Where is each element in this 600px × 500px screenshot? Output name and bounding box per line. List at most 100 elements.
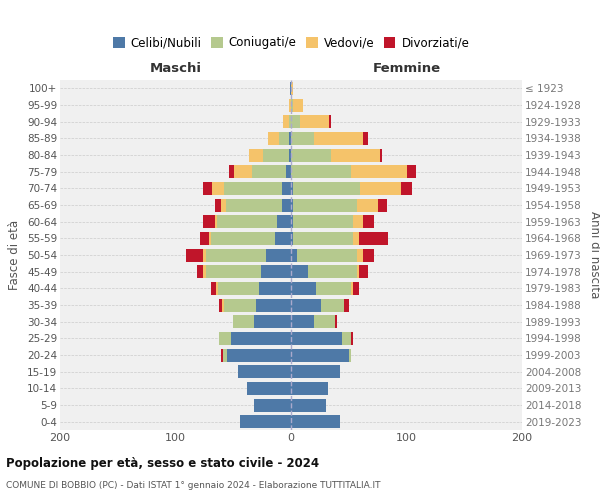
Bar — [293, 182, 360, 195]
Bar — [308, 265, 357, 278]
Bar — [293, 98, 302, 112]
Bar — [217, 215, 277, 228]
Bar — [203, 248, 206, 262]
Bar — [359, 265, 368, 278]
Bar — [223, 348, 227, 362]
Bar — [351, 282, 353, 295]
Bar — [282, 182, 291, 195]
Legend: Celibi/Nubili, Coniugati/e, Vedovi/e, Divorziati/e: Celibi/Nubili, Coniugati/e, Vedovi/e, Di… — [108, 32, 474, 54]
Bar — [291, 332, 342, 345]
Bar — [212, 182, 224, 195]
Bar — [291, 348, 349, 362]
Bar — [229, 165, 235, 178]
Bar — [259, 282, 291, 295]
Bar — [206, 248, 266, 262]
Bar — [359, 232, 388, 245]
Bar — [291, 315, 314, 328]
Bar — [215, 198, 221, 211]
Y-axis label: Anni di nascita: Anni di nascita — [588, 212, 600, 298]
Bar — [289, 115, 291, 128]
Bar — [289, 148, 291, 162]
Bar — [221, 348, 223, 362]
Bar — [263, 148, 289, 162]
Bar — [283, 115, 289, 128]
Bar — [377, 198, 387, 211]
Bar — [250, 148, 263, 162]
Bar — [256, 298, 291, 312]
Bar — [186, 248, 203, 262]
Bar — [349, 348, 351, 362]
Bar — [289, 98, 291, 112]
Bar — [300, 115, 329, 128]
Bar — [197, 265, 203, 278]
Bar — [240, 415, 291, 428]
Bar — [407, 165, 416, 178]
Bar — [353, 232, 359, 245]
Bar — [351, 165, 407, 178]
Bar — [360, 182, 401, 195]
Bar — [293, 232, 353, 245]
Bar — [291, 165, 351, 178]
Bar — [254, 315, 291, 328]
Bar — [291, 298, 321, 312]
Bar — [227, 348, 291, 362]
Text: Popolazione per età, sesso e stato civile - 2024: Popolazione per età, sesso e stato civil… — [6, 458, 319, 470]
Bar — [362, 132, 368, 145]
Bar — [291, 132, 314, 145]
Bar — [291, 232, 293, 245]
Bar — [344, 298, 349, 312]
Bar — [353, 282, 359, 295]
Bar — [275, 232, 291, 245]
Bar — [247, 382, 291, 395]
Text: Maschi: Maschi — [149, 62, 202, 75]
Bar — [224, 182, 282, 195]
Bar — [293, 215, 353, 228]
Bar — [233, 315, 254, 328]
Bar — [231, 332, 291, 345]
Bar — [380, 148, 382, 162]
Bar — [235, 165, 252, 178]
Bar — [291, 98, 293, 112]
Bar — [211, 232, 275, 245]
Bar — [254, 398, 291, 411]
Bar — [321, 298, 344, 312]
Bar — [216, 282, 218, 295]
Bar — [291, 115, 300, 128]
Bar — [291, 398, 326, 411]
Bar — [329, 115, 331, 128]
Bar — [221, 198, 226, 211]
Text: COMUNE DI BOBBIO (PC) - Dati ISTAT 1° gennaio 2024 - Elaborazione TUTTITALIA.IT: COMUNE DI BOBBIO (PC) - Dati ISTAT 1° ge… — [6, 481, 380, 490]
Bar — [291, 382, 328, 395]
Bar — [291, 198, 293, 211]
Bar — [297, 248, 357, 262]
Bar — [357, 198, 377, 211]
Bar — [362, 248, 374, 262]
Bar — [335, 315, 337, 328]
Bar — [362, 215, 374, 228]
Bar — [220, 332, 231, 345]
Bar — [286, 165, 291, 178]
Bar — [291, 182, 293, 195]
Bar — [351, 332, 353, 345]
Bar — [226, 198, 282, 211]
Bar — [316, 282, 351, 295]
Bar — [353, 215, 362, 228]
Bar — [252, 165, 286, 178]
Bar — [209, 232, 211, 245]
Bar — [238, 365, 291, 378]
Bar — [342, 332, 351, 345]
Bar — [277, 215, 291, 228]
Y-axis label: Fasce di età: Fasce di età — [8, 220, 22, 290]
Bar — [261, 265, 291, 278]
Bar — [200, 232, 209, 245]
Bar — [203, 215, 215, 228]
Bar — [314, 132, 362, 145]
Bar — [401, 182, 412, 195]
Bar — [224, 298, 256, 312]
Bar — [291, 282, 316, 295]
Bar — [215, 215, 217, 228]
Bar — [218, 282, 259, 295]
Bar — [203, 182, 212, 195]
Bar — [291, 415, 340, 428]
Bar — [220, 298, 222, 312]
